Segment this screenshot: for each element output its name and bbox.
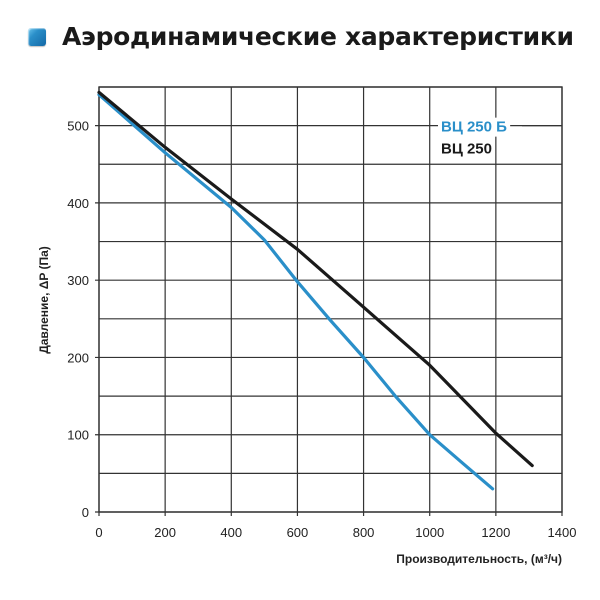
x-axis-title: Производительность, (м³/ч) bbox=[396, 552, 562, 566]
x-tick-label: 0 bbox=[95, 525, 102, 540]
legend-label-vts-250: ВЦ 250 bbox=[441, 141, 492, 158]
y-tick-label: 200 bbox=[67, 350, 89, 365]
series-line-vts-250 bbox=[97, 90, 534, 468]
chart-title: Аэродинамические характеристики bbox=[62, 22, 574, 51]
series-line-vts-250-b bbox=[97, 93, 495, 491]
x-tick-label: 600 bbox=[287, 525, 309, 540]
x-tick-label: 800 bbox=[353, 525, 375, 540]
legend-label-vts-250-b: ВЦ 250 Б bbox=[441, 119, 507, 136]
y-axis-ticks: 0 100 200 300 400 500 bbox=[67, 119, 89, 520]
y-tick-label: 300 bbox=[67, 273, 89, 288]
x-tick-label: 1200 bbox=[481, 525, 510, 540]
x-tick-label: 1400 bbox=[548, 525, 577, 540]
plot-frame bbox=[98, 86, 563, 513]
blue-square-bullet-icon bbox=[28, 27, 46, 46]
y-tick-label: 500 bbox=[67, 119, 89, 134]
data-series bbox=[97, 90, 534, 491]
y-tick-label: 400 bbox=[67, 196, 89, 211]
chart-header: Аэродинамические характеристики bbox=[28, 22, 574, 51]
x-tick-label: 1000 bbox=[415, 525, 444, 540]
x-axis-ticks: 0 200 400 600 800 1000 1200 1400 bbox=[95, 525, 576, 540]
y-axis-title: Давление, ΔP (Па) bbox=[37, 246, 51, 354]
legend: ВЦ 250 Б ВЦ 250 bbox=[438, 117, 562, 158]
x-tick-label: 400 bbox=[220, 525, 242, 540]
y-tick-label: 100 bbox=[67, 428, 89, 443]
y-tick-label: 0 bbox=[82, 505, 89, 520]
x-tick-label: 200 bbox=[154, 525, 176, 540]
